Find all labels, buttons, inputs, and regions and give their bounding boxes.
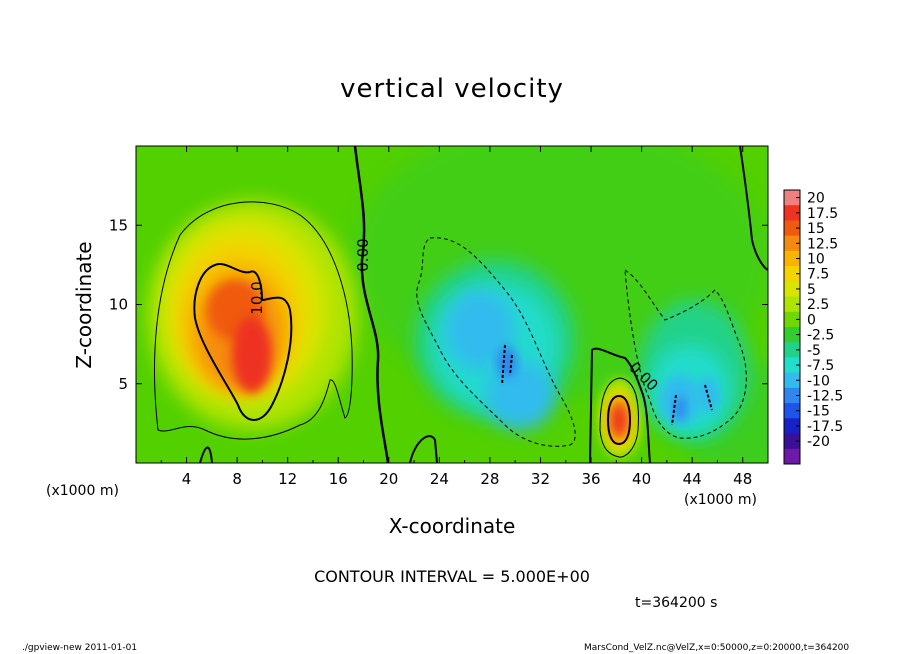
x-tick-label: 44 bbox=[683, 470, 702, 488]
contour-label-0: 0.00 bbox=[354, 238, 372, 271]
colorbar-label: -7.5 bbox=[807, 358, 834, 374]
colorbar-segment bbox=[784, 205, 800, 221]
colorbar-label: 10 bbox=[807, 252, 825, 268]
x-tick-label: 12 bbox=[278, 470, 297, 488]
colorbar-segment bbox=[784, 418, 800, 435]
colorbar-segment bbox=[784, 403, 800, 419]
x-ticks: 4 8 12 16 20 24 28 32 36 40 44 48 bbox=[160, 146, 752, 488]
colorbar-segment bbox=[784, 220, 800, 237]
chart-title: vertical velocity bbox=[340, 74, 564, 104]
colorbar-segment bbox=[784, 250, 800, 267]
colorbar-segment bbox=[784, 387, 800, 404]
colorbar-label: 7.5 bbox=[807, 267, 829, 283]
contour-label-10: 10.0 bbox=[248, 281, 266, 314]
colorbar-segment bbox=[784, 342, 800, 358]
colorbar-segment bbox=[784, 296, 800, 313]
x-unit-label-right: (x1000 m) bbox=[684, 492, 757, 508]
velocity-field bbox=[136, 146, 768, 463]
x-tick-label: 48 bbox=[733, 470, 752, 488]
y-ticks: 5 10 15 bbox=[109, 216, 768, 393]
x-tick-label: 4 bbox=[182, 470, 192, 488]
colorbar-segment bbox=[784, 190, 800, 206]
footer-left: ./gpview-new 2011-01-01 bbox=[22, 643, 138, 653]
colorbar-segment bbox=[784, 311, 800, 328]
colorbar-label: -2.5 bbox=[807, 328, 834, 344]
x-tick-label: 24 bbox=[430, 470, 449, 488]
x-unit-label-left: (x1000 m) bbox=[46, 483, 119, 499]
colorbar-segment bbox=[784, 235, 800, 252]
colorbar-label: 12.5 bbox=[807, 236, 838, 252]
y-tick-label: 5 bbox=[118, 375, 128, 393]
colorbar: 2017.51512.5107.552.50-2.5-5-7.5-10-12.5… bbox=[783, 189, 843, 465]
colorbar-segment bbox=[784, 357, 800, 374]
time-label: t=364200 s bbox=[635, 595, 718, 611]
y-tick-label: 15 bbox=[109, 216, 128, 234]
colorbar-segment bbox=[784, 433, 800, 450]
colorbar-segment bbox=[784, 281, 800, 298]
colorbar-label: -17.5 bbox=[807, 419, 843, 435]
colorbar-frame bbox=[783, 189, 801, 465]
contour-interval-text: CONTOUR INTERVAL = 5.000E+00 bbox=[314, 567, 590, 586]
x-tick-label: 36 bbox=[581, 470, 600, 488]
colorbar-label: 20 bbox=[807, 191, 825, 207]
colorbar-segment bbox=[784, 372, 800, 389]
colorbar-label: -10 bbox=[807, 373, 830, 389]
colorbar-label: -20 bbox=[807, 434, 830, 450]
x-axis-label: X-coordinate bbox=[388, 514, 516, 538]
colorbar-label: 15 bbox=[807, 221, 825, 237]
colorbar-segment bbox=[784, 266, 800, 282]
colorbar-segment bbox=[784, 448, 800, 465]
colorbar-label: 5 bbox=[807, 282, 816, 298]
footer-right: MarsCond_VelZ.nc@VelZ,x=0:50000,z=0:2000… bbox=[584, 643, 850, 653]
y-tick-label: 10 bbox=[109, 296, 128, 314]
x-tick-label: 20 bbox=[379, 470, 398, 488]
x-tick-label: 28 bbox=[480, 470, 499, 488]
x-tick-label: 32 bbox=[531, 470, 550, 488]
colorbar-label: 17.5 bbox=[807, 206, 838, 222]
colorbar-segment bbox=[784, 327, 800, 343]
colorbar-label: -15 bbox=[807, 404, 830, 420]
colorbar-label: -5 bbox=[807, 343, 821, 359]
colorbar-label: -12.5 bbox=[807, 389, 843, 405]
colorbar-label: 2.5 bbox=[807, 297, 829, 313]
x-tick-label: 40 bbox=[632, 470, 651, 488]
x-tick-label: 16 bbox=[329, 470, 348, 488]
x-tick-label: 8 bbox=[232, 470, 242, 488]
colorbar-label: 0 bbox=[807, 312, 816, 328]
